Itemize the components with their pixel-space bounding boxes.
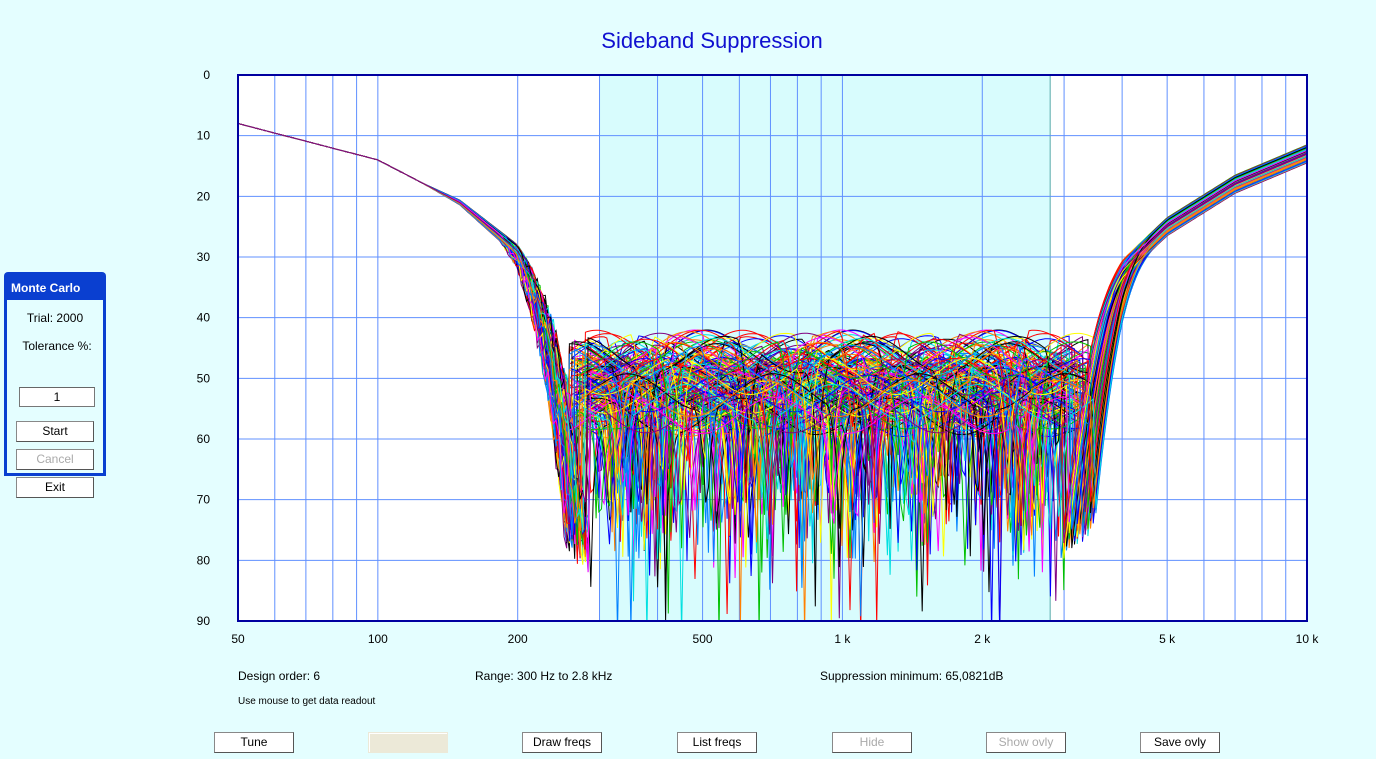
y-tick-label: 30: [197, 250, 211, 264]
exit-button[interactable]: Exit: [16, 477, 94, 498]
suppression-minimum: Suppression minimum: 65,0821dB: [820, 669, 1004, 683]
monte-carlo-dialog: Monte Carlo Trial: 2000 Tolerance %: 1 S…: [4, 272, 106, 498]
tolerance-label: Tolerance %:: [22, 339, 92, 353]
hint-text: Use mouse to get data readout: [238, 696, 376, 707]
monte-carlo-trace: [238, 123, 1307, 544]
x-tick-label: 2 k: [974, 632, 991, 646]
save-ovly-button[interactable]: Save ovly: [1140, 732, 1220, 753]
draw-freqs-button[interactable]: Draw freqs: [522, 732, 602, 753]
show-ovly-button[interactable]: Show ovly: [986, 732, 1066, 753]
x-tick-label: 500: [693, 632, 713, 646]
y-tick-label: 50: [197, 371, 211, 385]
tune-button[interactable]: Tune: [214, 732, 294, 753]
y-tick-label: 60: [197, 432, 211, 446]
chart-title: Sideband Suppression: [601, 28, 823, 53]
monte-carlo-traces: [238, 123, 1307, 621]
design-order: Design order: 6: [238, 669, 321, 683]
x-tick-label: 200: [508, 632, 528, 646]
hide-button[interactable]: Hide: [832, 732, 912, 753]
range-info: Range: 300 Hz to 2.8 kHz: [475, 669, 613, 683]
x-tick-label: 1 k: [834, 632, 851, 646]
y-tick-label: 80: [197, 553, 211, 567]
dialog-title: Monte Carlo: [11, 281, 81, 295]
tolerance-input[interactable]: 1: [19, 387, 95, 407]
y-tick-label: 0: [203, 68, 210, 82]
plot-border: [237, 74, 1308, 622]
start-button[interactable]: Start: [16, 421, 94, 442]
y-tick-label: 40: [197, 311, 211, 325]
x-tick-label: 100: [368, 632, 388, 646]
y-tick-label: 90: [197, 614, 211, 628]
cancel-button[interactable]: Cancel: [16, 449, 94, 470]
y-tick-label: 10: [197, 129, 211, 143]
y-tick-label: 20: [197, 189, 211, 203]
x-tick-label: 10 k: [1296, 632, 1320, 646]
list-freqs-button[interactable]: List freqs: [677, 732, 757, 753]
x-tick-label: 50: [231, 632, 245, 646]
trial-count: Trial: 2000: [26, 311, 84, 325]
y-tick-label: 70: [197, 493, 211, 507]
blank-button[interactable]: [368, 732, 448, 753]
x-tick-label: 5 k: [1159, 632, 1176, 646]
